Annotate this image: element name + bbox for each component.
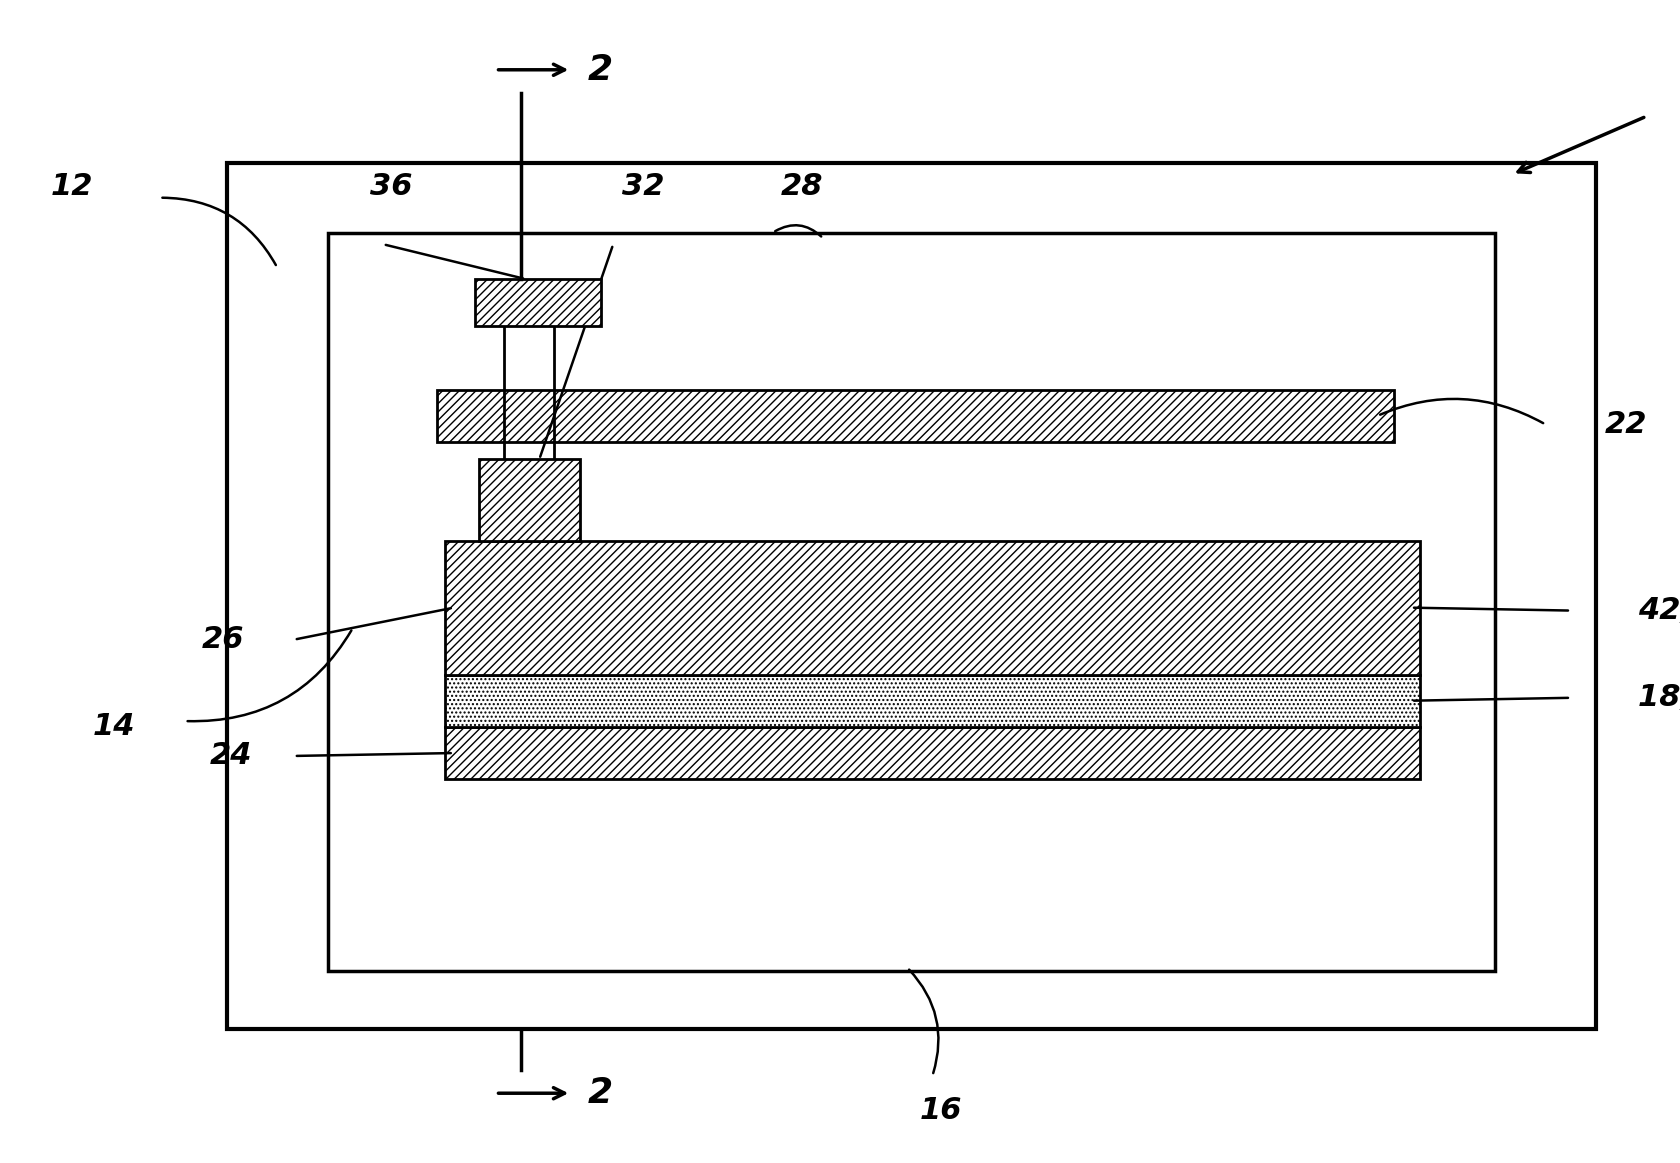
Bar [445,541,1420,675]
Text: 36: 36 [370,172,412,200]
Bar [479,459,580,541]
Text: 42, 44: 42, 44 [1638,597,1680,625]
Bar [328,233,1495,971]
Bar [437,390,1394,442]
Bar [227,163,1596,1029]
Text: 2: 2 [588,52,613,87]
Text: 14: 14 [92,713,134,741]
Text: 16: 16 [919,1097,963,1125]
Text: 18, 20: 18, 20 [1638,684,1680,712]
Text: 2: 2 [588,1076,613,1111]
Text: 28: 28 [781,172,823,200]
Text: 12: 12 [50,172,92,200]
Text: 22: 22 [1604,411,1646,438]
Text: 26: 26 [202,626,244,654]
Text: 24: 24 [210,742,252,770]
Text: 32: 32 [622,172,664,200]
Bar [445,727,1420,779]
Bar [475,279,601,326]
Bar [445,675,1420,727]
